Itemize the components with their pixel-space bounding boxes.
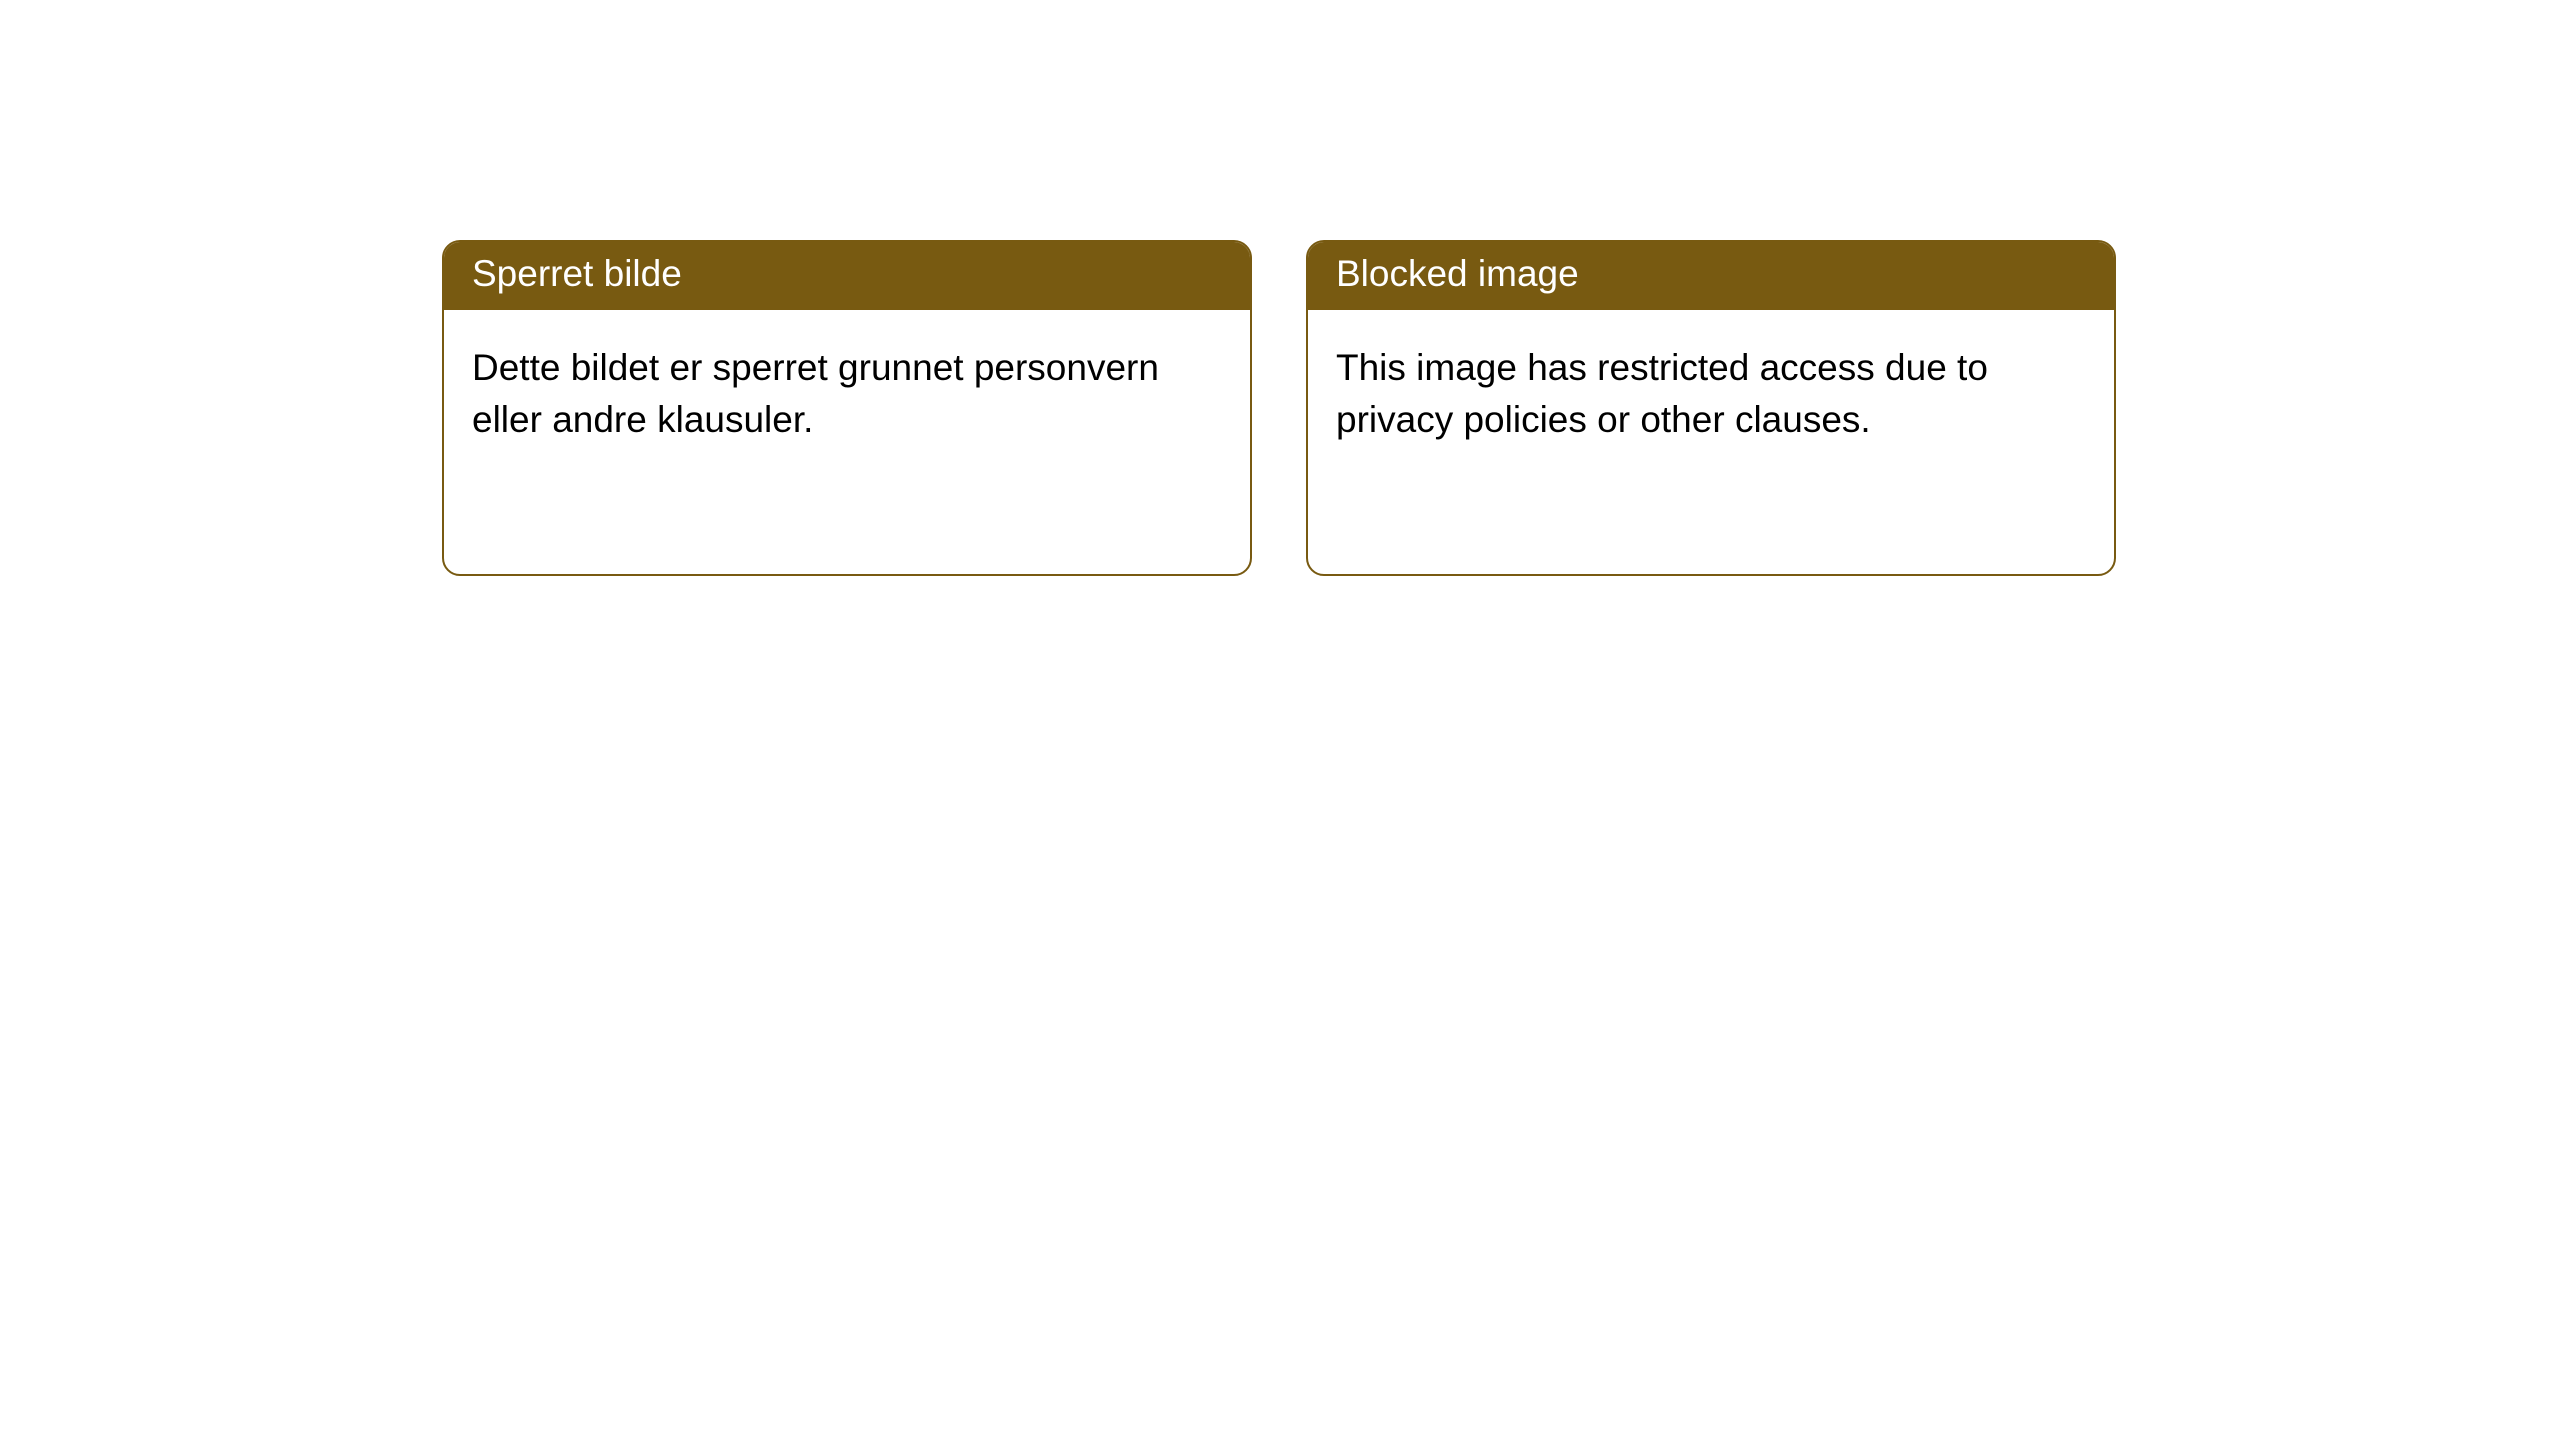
notice-body: Dette bildet er sperret grunnet personve… <box>444 310 1250 478</box>
notice-box-norwegian: Sperret bilde Dette bildet er sperret gr… <box>442 240 1252 576</box>
notice-body: This image has restricted access due to … <box>1308 310 2114 478</box>
notice-header: Sperret bilde <box>444 242 1250 310</box>
notices-container: Sperret bilde Dette bildet er sperret gr… <box>0 0 2560 576</box>
notice-header: Blocked image <box>1308 242 2114 310</box>
notice-box-english: Blocked image This image has restricted … <box>1306 240 2116 576</box>
